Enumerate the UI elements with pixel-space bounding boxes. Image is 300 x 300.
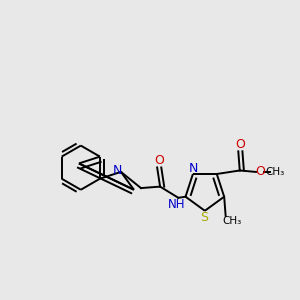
Text: NH: NH <box>168 198 186 211</box>
Text: O: O <box>255 165 265 178</box>
Text: N: N <box>189 162 198 175</box>
Text: O: O <box>154 154 164 167</box>
Text: CH₃: CH₃ <box>222 216 241 226</box>
Text: O: O <box>236 138 245 151</box>
Text: CH₃: CH₃ <box>265 167 284 177</box>
Text: N: N <box>113 164 122 177</box>
Text: S: S <box>201 211 208 224</box>
